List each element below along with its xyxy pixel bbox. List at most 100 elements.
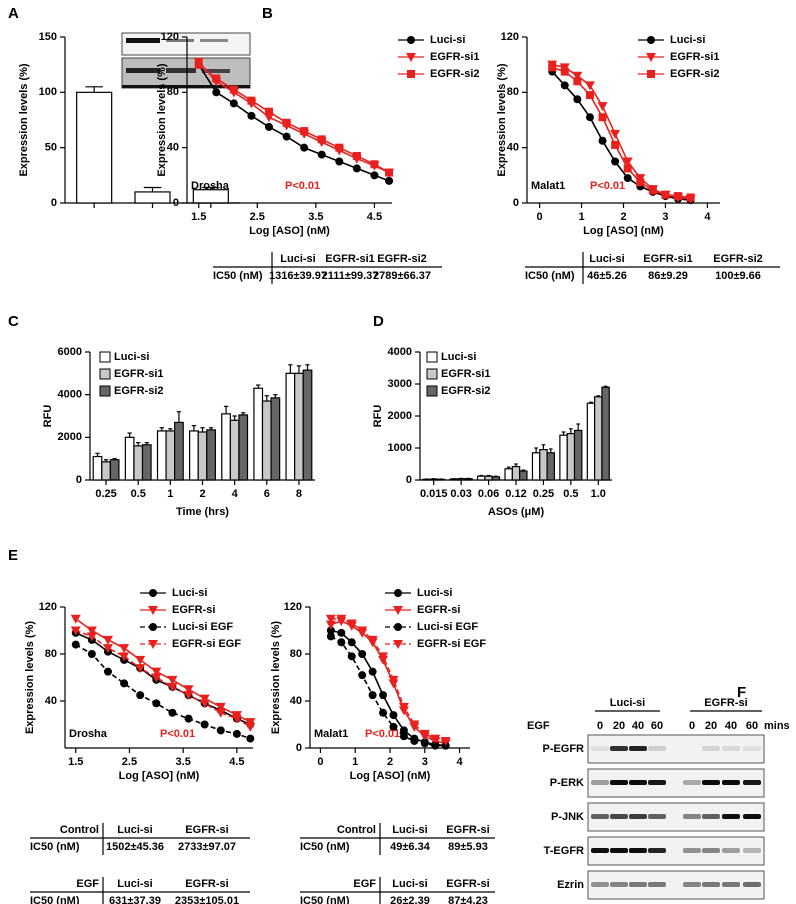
marker bbox=[152, 699, 161, 708]
marker bbox=[326, 626, 335, 635]
table-cell: 100±9.66 bbox=[715, 270, 761, 282]
legend-marker bbox=[647, 70, 655, 78]
marker bbox=[216, 726, 225, 735]
table-header: Luci-si bbox=[589, 253, 624, 265]
fit-line bbox=[551, 66, 691, 199]
blot-row-label: P-JNK bbox=[551, 811, 584, 823]
marker bbox=[86, 626, 97, 636]
marker bbox=[367, 635, 378, 645]
band bbox=[591, 746, 609, 751]
band bbox=[610, 848, 628, 853]
marker bbox=[282, 132, 291, 141]
x-tick-label: 3.5 bbox=[308, 211, 323, 223]
marker bbox=[585, 113, 594, 122]
y-axis-label: Expression levels (%) bbox=[18, 63, 30, 176]
blot-row-label: Ezrin bbox=[557, 879, 584, 891]
y-tick-label: 40 bbox=[167, 142, 179, 154]
y-axis-label: Expression levels (%) bbox=[496, 63, 508, 176]
legend-label: EGFR-si2 bbox=[430, 68, 480, 80]
bar bbox=[594, 396, 603, 481]
fit-line bbox=[75, 643, 251, 740]
x-tick-label: 0 bbox=[537, 211, 543, 223]
bar bbox=[302, 369, 313, 481]
marker bbox=[103, 667, 112, 676]
marker bbox=[183, 691, 194, 701]
x-tick-label: 0.25 bbox=[533, 488, 554, 500]
bar bbox=[270, 397, 281, 481]
bar bbox=[156, 430, 167, 481]
table-header: EGFR-si1 bbox=[643, 253, 693, 265]
lane-label: 40 bbox=[632, 720, 644, 732]
band bbox=[591, 848, 609, 853]
marker bbox=[337, 638, 346, 647]
x-tick-label: 0.25 bbox=[95, 488, 116, 500]
band bbox=[629, 746, 647, 751]
legend-label: Luci-si bbox=[670, 34, 705, 46]
bar bbox=[586, 402, 596, 481]
marker bbox=[385, 176, 394, 185]
table-header: Luci-si bbox=[117, 878, 152, 890]
x-axis-label: Log [ASO] (nM) bbox=[249, 225, 330, 237]
panel-letter: C bbox=[8, 313, 19, 330]
band bbox=[702, 882, 720, 887]
marker bbox=[352, 164, 361, 173]
legend-marker bbox=[148, 606, 158, 615]
table-cell: 86±9.29 bbox=[648, 270, 688, 282]
band bbox=[591, 780, 609, 785]
y-tick-label: 80 bbox=[45, 648, 57, 660]
legend-marker bbox=[393, 640, 403, 649]
band bbox=[683, 780, 701, 785]
x-tick-label: 2 bbox=[387, 756, 393, 768]
marker bbox=[151, 673, 162, 683]
bar bbox=[477, 475, 486, 481]
band bbox=[610, 746, 628, 751]
marker bbox=[335, 157, 344, 166]
x-tick-label: 2 bbox=[620, 211, 626, 223]
marker bbox=[325, 614, 336, 624]
legend-label: EGFR-si1 bbox=[441, 368, 491, 380]
legend-marker bbox=[646, 53, 656, 62]
bar bbox=[285, 372, 296, 481]
panel-letter: F bbox=[737, 684, 746, 701]
marker bbox=[399, 726, 408, 735]
legend-label: EGFR-si1 bbox=[670, 51, 720, 63]
band bbox=[166, 39, 194, 42]
marker bbox=[623, 164, 632, 173]
legend-marker bbox=[393, 606, 403, 615]
band bbox=[683, 814, 701, 819]
treatment-label: EGF bbox=[527, 720, 550, 732]
x-tick-label: 4.5 bbox=[229, 756, 244, 768]
legend-label: Luci-si bbox=[430, 34, 465, 46]
bar bbox=[134, 191, 171, 204]
legend-label: EGFR-si2 bbox=[441, 385, 491, 397]
marker bbox=[326, 632, 335, 641]
x-tick-label: 1.5 bbox=[68, 756, 83, 768]
panel-letter: E bbox=[8, 547, 18, 564]
marker bbox=[325, 620, 336, 630]
band bbox=[743, 882, 761, 887]
legend-label: EGFR-si EGF bbox=[417, 638, 486, 650]
bar bbox=[464, 478, 473, 481]
marker bbox=[231, 714, 242, 724]
bar bbox=[484, 475, 493, 481]
marker bbox=[610, 129, 621, 139]
legend-label: EGFR-si bbox=[172, 604, 215, 616]
marker bbox=[119, 644, 130, 654]
band bbox=[591, 814, 609, 819]
bar bbox=[559, 434, 568, 481]
band bbox=[166, 68, 196, 73]
marker bbox=[87, 650, 96, 658]
marker bbox=[102, 635, 113, 645]
table-corner: EGF bbox=[76, 878, 99, 890]
band bbox=[743, 848, 761, 853]
marker bbox=[598, 113, 607, 122]
bar bbox=[566, 433, 576, 481]
marker bbox=[337, 628, 346, 637]
bar bbox=[456, 478, 466, 481]
marker bbox=[247, 96, 256, 105]
marker bbox=[648, 186, 657, 195]
x-tick-label: 0.12 bbox=[505, 488, 526, 500]
marker bbox=[229, 85, 238, 94]
marker bbox=[622, 157, 633, 167]
legend-label: Luci-si bbox=[417, 587, 452, 599]
